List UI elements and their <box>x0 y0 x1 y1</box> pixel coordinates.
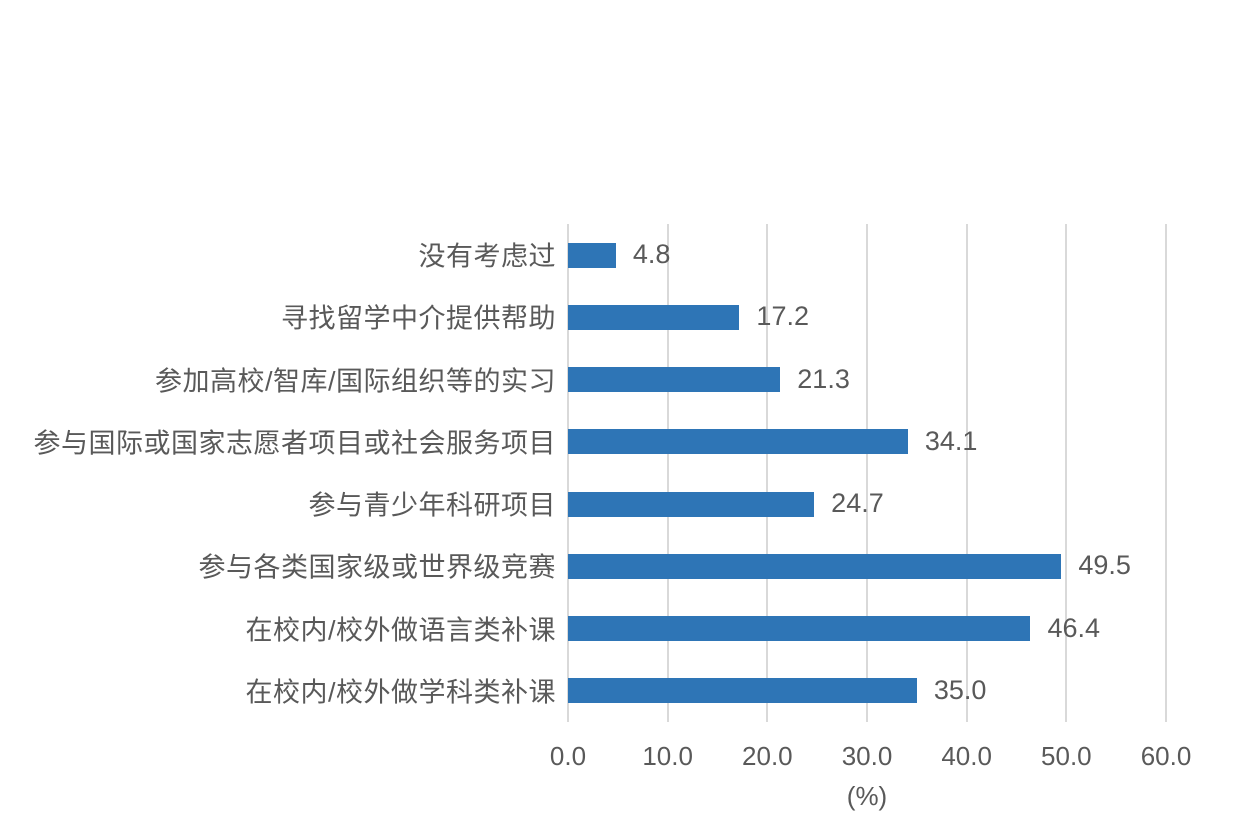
category-label: 寻找留学中介提供帮助 <box>281 304 556 335</box>
x-tick-label: 50.0 <box>1041 741 1092 771</box>
gridline <box>1165 224 1167 722</box>
category-label: 参加高校/智库/国际组织等的实习 <box>154 366 556 397</box>
value-label: 34.1 <box>924 425 978 456</box>
gridline <box>965 224 968 722</box>
x-tick-label: 0.0 <box>549 741 587 771</box>
bar <box>568 678 917 704</box>
bar <box>568 553 1062 579</box>
gridline <box>567 224 569 722</box>
bar <box>568 304 740 330</box>
category-label: 在校内/校外做语言类补课 <box>245 615 556 646</box>
gridline <box>1065 224 1068 722</box>
category-label: 参与青少年科研项目 <box>308 490 556 521</box>
category-label: 参与国际或国家志愿者项目或社会服务项目 <box>33 428 556 459</box>
gridline <box>766 224 769 722</box>
bar <box>568 491 815 517</box>
category-label: 在校内/校外做学科类补课 <box>245 677 556 708</box>
value-label: 35.0 <box>933 674 987 705</box>
value-label: 21.3 <box>797 363 850 394</box>
x-tick-label: 40.0 <box>941 741 992 771</box>
gridline <box>666 224 669 722</box>
x-axis-unit-label: (%) <box>846 781 888 811</box>
value-label: 46.4 <box>1047 612 1101 643</box>
x-tick-label: 30.0 <box>841 741 893 771</box>
x-tick-label: 10.0 <box>642 741 693 771</box>
category-label: 没有考虑过 <box>418 241 556 272</box>
value-label: 24.7 <box>831 488 884 519</box>
x-tick-label: 20.0 <box>742 741 793 771</box>
bar <box>568 429 908 455</box>
value-label: 17.2 <box>756 301 809 332</box>
x-tick-label: 60.0 <box>1140 741 1192 771</box>
bar <box>568 616 1031 642</box>
value-label: 4.8 <box>632 239 671 270</box>
gridline <box>866 224 868 722</box>
bar <box>568 367 781 393</box>
value-label: 49.5 <box>1078 550 1131 581</box>
bar <box>568 242 616 268</box>
category-label: 参与各类国家级或世界级竞赛 <box>198 553 556 584</box>
